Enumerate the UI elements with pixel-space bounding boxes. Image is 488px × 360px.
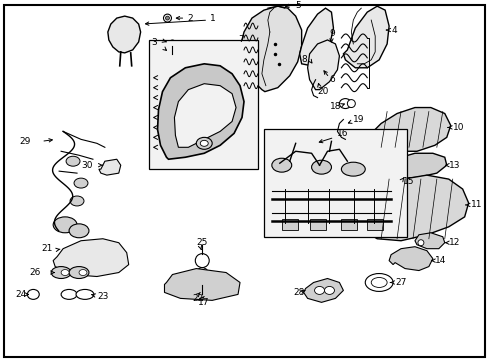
Text: 26: 26 — [29, 268, 41, 277]
Text: 18: 18 — [329, 102, 340, 111]
Ellipse shape — [311, 160, 331, 174]
Ellipse shape — [324, 287, 334, 294]
Polygon shape — [157, 64, 244, 159]
Polygon shape — [281, 219, 297, 230]
Ellipse shape — [66, 156, 80, 166]
Polygon shape — [388, 247, 432, 271]
Bar — [148, 40, 257, 169]
Ellipse shape — [195, 267, 209, 285]
Polygon shape — [368, 108, 450, 151]
Text: 8: 8 — [301, 55, 307, 64]
Ellipse shape — [70, 196, 84, 206]
Polygon shape — [343, 6, 388, 68]
Text: 15: 15 — [402, 177, 414, 186]
Text: 19: 19 — [353, 115, 364, 124]
Ellipse shape — [165, 16, 169, 20]
Polygon shape — [108, 16, 141, 53]
Text: 16: 16 — [337, 129, 348, 138]
Text: 9: 9 — [329, 30, 335, 39]
Ellipse shape — [169, 40, 175, 46]
Ellipse shape — [346, 100, 355, 108]
Ellipse shape — [339, 99, 350, 108]
Polygon shape — [174, 84, 236, 147]
Text: 2: 2 — [187, 14, 193, 23]
Text: 6: 6 — [329, 75, 335, 84]
Polygon shape — [374, 153, 446, 179]
Polygon shape — [164, 269, 240, 300]
Polygon shape — [299, 8, 333, 66]
Ellipse shape — [61, 270, 69, 275]
Ellipse shape — [196, 138, 212, 149]
Polygon shape — [303, 279, 343, 302]
Text: 21: 21 — [41, 244, 53, 253]
Text: 30: 30 — [81, 161, 92, 170]
Ellipse shape — [195, 254, 209, 267]
Ellipse shape — [61, 289, 77, 300]
Text: 27: 27 — [394, 278, 406, 287]
Polygon shape — [309, 219, 325, 230]
Text: 4: 4 — [390, 26, 396, 35]
Text: 24: 24 — [15, 290, 27, 299]
Ellipse shape — [341, 162, 365, 176]
Text: 5: 5 — [295, 1, 301, 10]
Ellipse shape — [200, 140, 208, 146]
Polygon shape — [366, 219, 383, 230]
Text: 7: 7 — [238, 35, 244, 44]
Polygon shape — [240, 6, 301, 92]
Polygon shape — [365, 175, 468, 241]
Text: 29: 29 — [20, 137, 31, 146]
Text: 12: 12 — [448, 238, 459, 247]
Text: 3: 3 — [151, 39, 157, 48]
Ellipse shape — [51, 266, 71, 279]
Ellipse shape — [69, 224, 89, 238]
Polygon shape — [99, 159, 121, 175]
Text: 10: 10 — [452, 123, 463, 132]
Ellipse shape — [76, 289, 94, 300]
Ellipse shape — [417, 240, 423, 246]
Text: 23: 23 — [97, 292, 108, 301]
Ellipse shape — [79, 270, 87, 275]
Ellipse shape — [365, 274, 392, 291]
Ellipse shape — [170, 53, 175, 59]
Text: 13: 13 — [448, 161, 459, 170]
Polygon shape — [307, 40, 339, 90]
Ellipse shape — [53, 217, 77, 233]
Ellipse shape — [314, 287, 324, 294]
Text: 28: 28 — [293, 288, 305, 297]
Ellipse shape — [163, 14, 171, 22]
Ellipse shape — [74, 178, 88, 188]
Polygon shape — [53, 239, 128, 276]
Text: 14: 14 — [434, 256, 445, 265]
Polygon shape — [341, 219, 357, 230]
Text: 20: 20 — [317, 87, 328, 96]
Text: 22: 22 — [192, 294, 203, 303]
Text: 17: 17 — [198, 298, 209, 307]
Ellipse shape — [27, 289, 39, 300]
Text: 11: 11 — [469, 201, 481, 210]
Text: 1: 1 — [210, 14, 216, 23]
Bar — [264, 129, 406, 237]
Ellipse shape — [69, 266, 89, 279]
Polygon shape — [414, 233, 444, 249]
Ellipse shape — [271, 158, 291, 172]
Ellipse shape — [370, 278, 386, 287]
Text: 25: 25 — [196, 238, 207, 247]
